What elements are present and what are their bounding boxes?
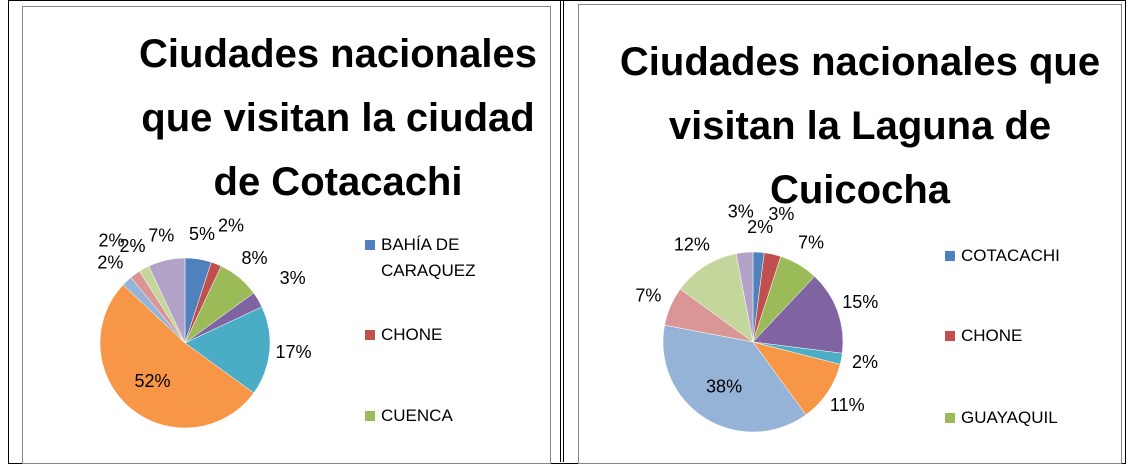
data-label: 52%	[134, 371, 170, 391]
legend-swatch	[365, 330, 375, 340]
legend-swatch	[945, 251, 955, 261]
pie-slice	[148, 257, 186, 344]
data-label: 7%	[635, 285, 661, 305]
chart-title: Ciudades nacionales que visitan la ciuda…	[139, 32, 537, 204]
pie-slice	[752, 276, 844, 354]
chart-title: Ciudades nacionales que visitan la Lagun…	[619, 40, 1101, 212]
data-label: 3%	[728, 201, 754, 221]
legend-label: CUENCA	[381, 406, 453, 425]
data-label: 2%	[747, 217, 773, 237]
data-label: 38%	[706, 376, 742, 396]
data-label: 11%	[830, 395, 865, 415]
pie-slice	[184, 306, 271, 394]
chart-area	[578, 4, 1122, 464]
data-label: 2%	[97, 252, 123, 272]
table-cell-border	[563, 0, 564, 462]
data-label: 5%	[189, 224, 215, 244]
data-label: 15%	[842, 292, 878, 312]
data-label: 7%	[798, 233, 824, 253]
legend-label: BAHÍA DE CARAQUEZ	[381, 235, 476, 280]
legend-label: CHONE	[381, 325, 443, 344]
data-label: 3%	[768, 204, 794, 224]
chart-area	[22, 6, 551, 464]
pie-slice	[662, 324, 807, 433]
data-label: 2%	[218, 216, 244, 236]
table-cell	[8, 0, 561, 462]
legend-label: COTACACHI	[961, 246, 1060, 265]
data-label: 7%	[148, 225, 174, 245]
legend-label: GUAYAQUIL	[961, 408, 1058, 427]
pie-slice	[99, 284, 255, 429]
data-label: 12%	[674, 234, 710, 254]
pie-slice	[735, 251, 754, 343]
legend-swatch	[945, 413, 955, 423]
data-label: 3%	[280, 268, 306, 288]
data-label: 2%	[99, 231, 125, 251]
pie-slice	[679, 253, 754, 343]
legend-swatch	[945, 331, 955, 341]
legend-swatch	[365, 240, 375, 250]
legend-label: CHONE	[961, 326, 1023, 345]
legend-swatch	[365, 411, 375, 421]
data-label: 2%	[119, 236, 145, 256]
data-label: 17%	[276, 342, 312, 362]
data-label: 2%	[852, 352, 878, 372]
data-label: 8%	[241, 248, 267, 268]
table-frame	[8, 0, 1126, 464]
